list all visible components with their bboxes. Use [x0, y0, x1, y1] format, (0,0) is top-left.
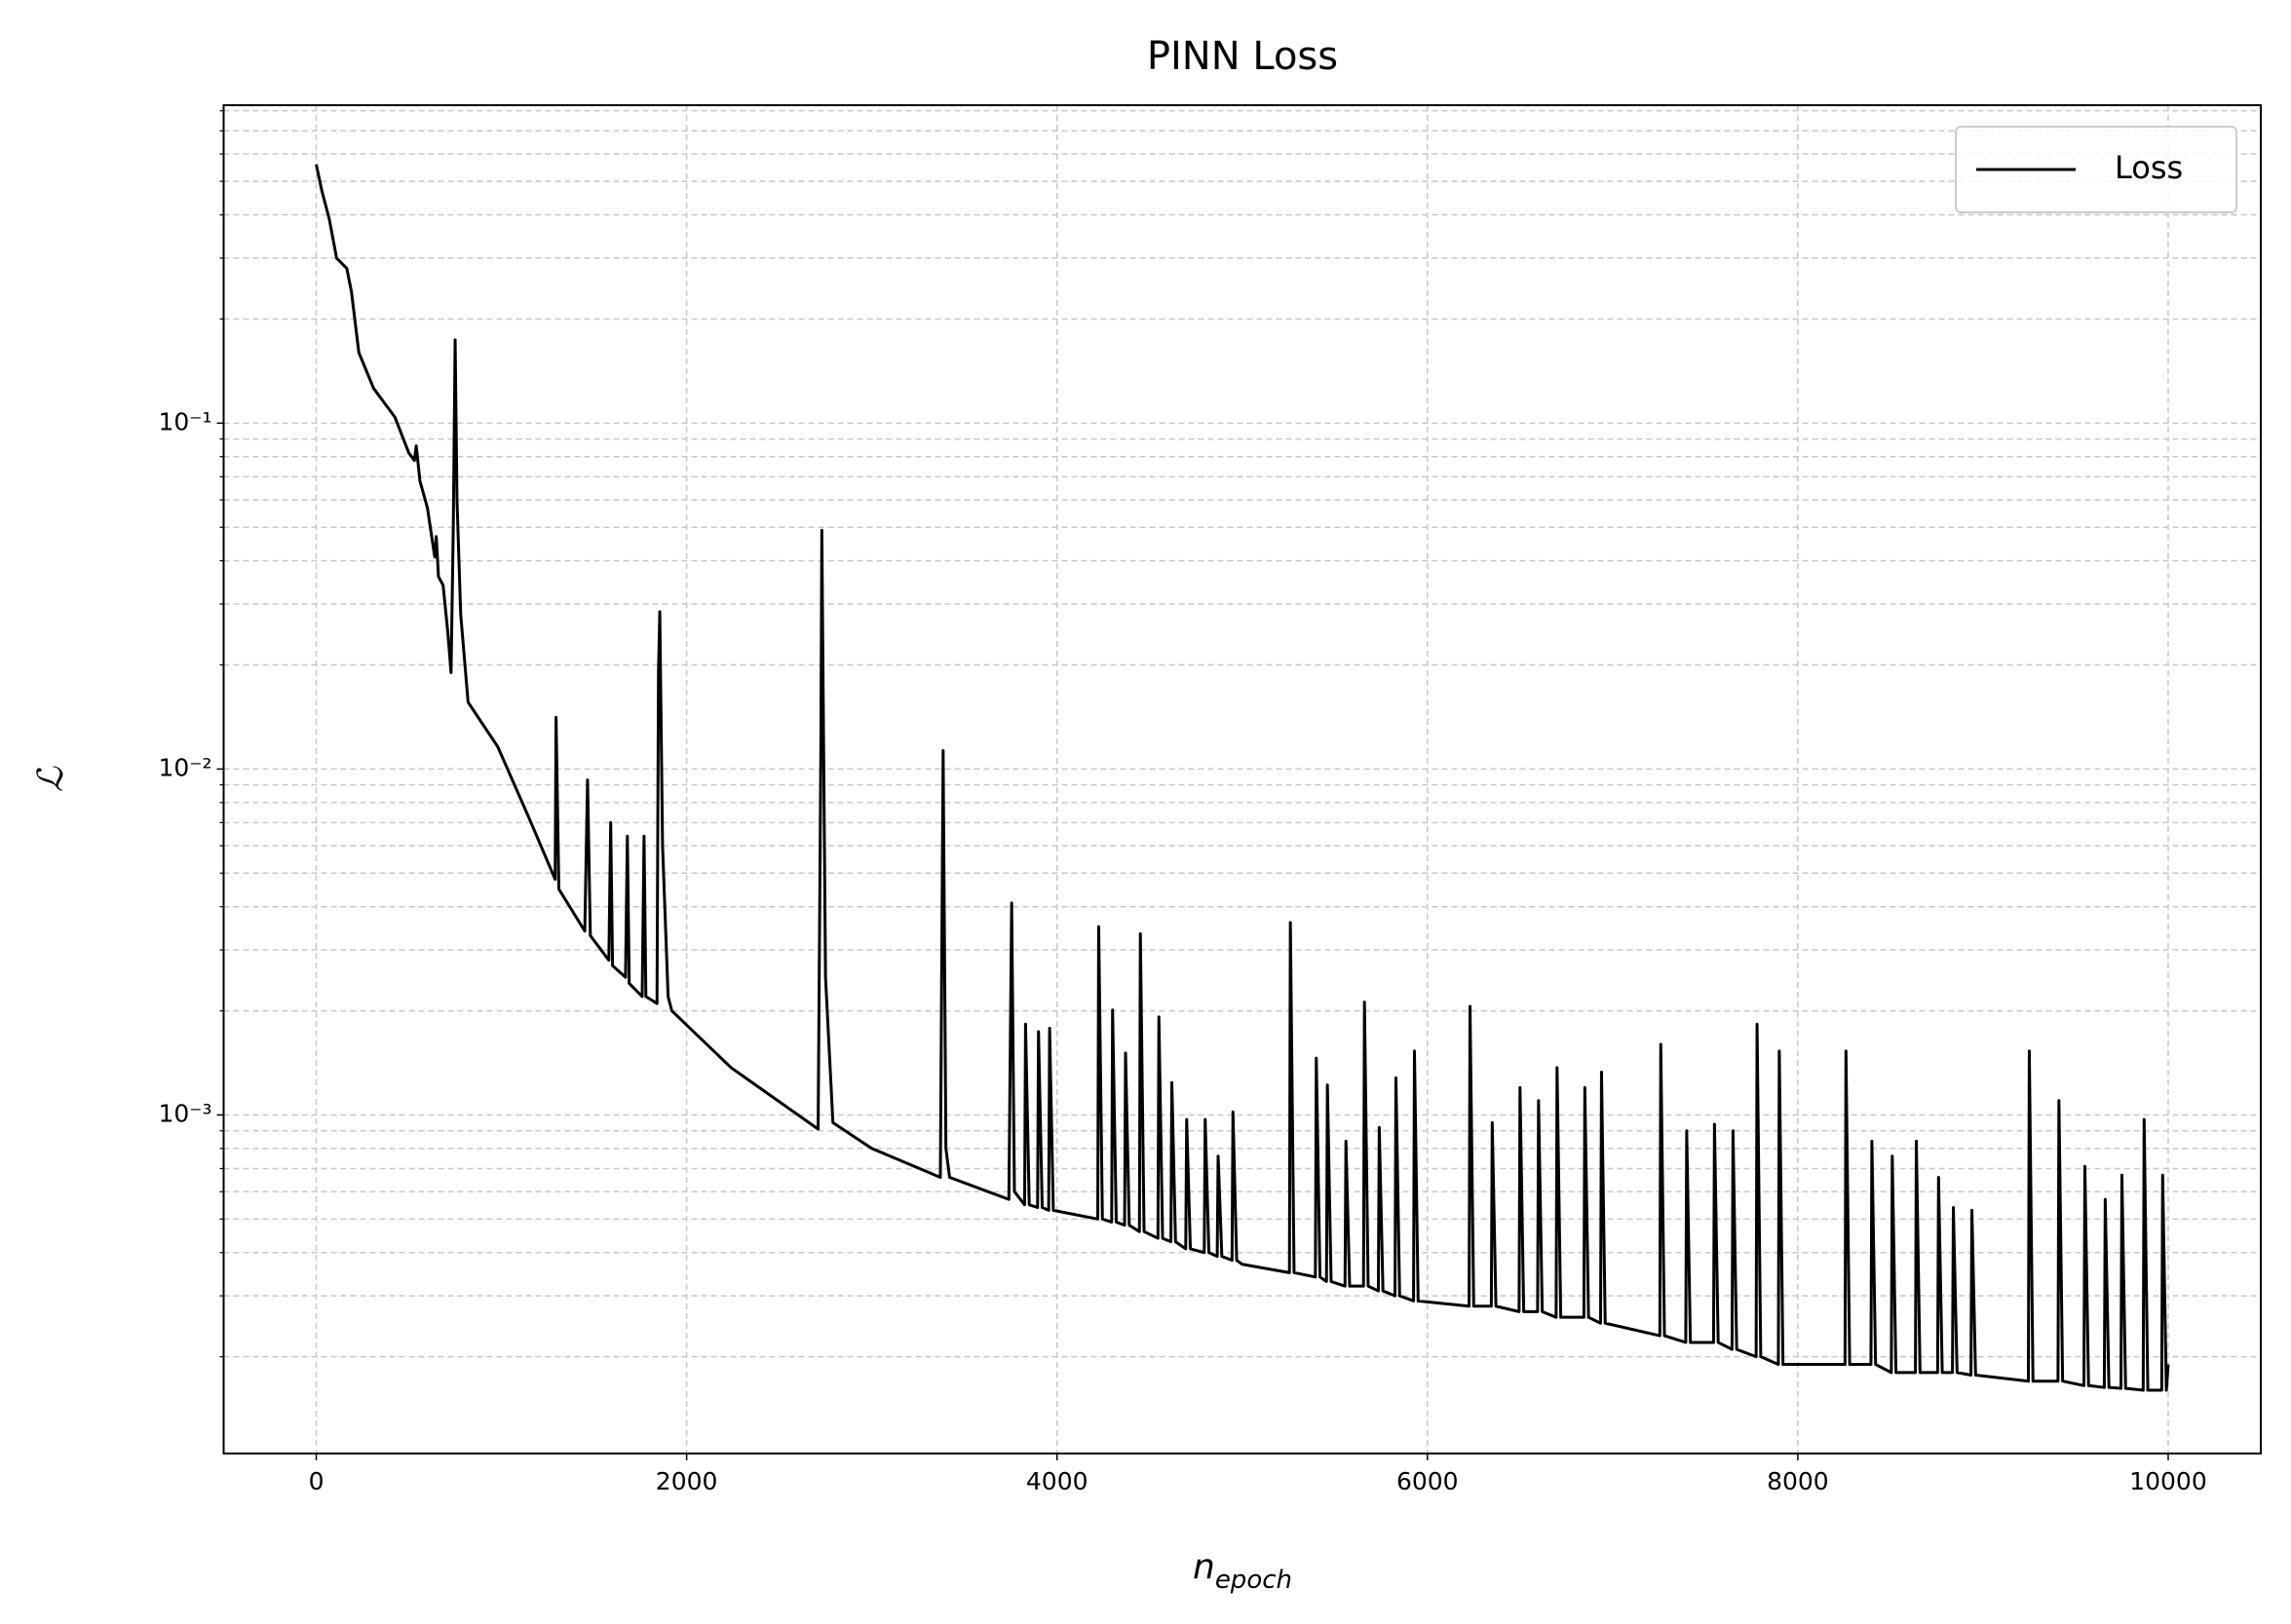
y-tick-label: 10⁻¹	[158, 407, 211, 435]
x-tick-label: 4000	[1026, 1467, 1088, 1495]
y-tick-label: 10⁻³	[158, 1099, 211, 1127]
x-label-base: n	[1193, 1547, 1215, 1587]
legend-label: Loss	[2115, 149, 2183, 186]
loss-line	[315, 164, 2170, 1392]
x-tick-label: 8000	[1767, 1467, 1829, 1495]
y-axis-label: ℒ	[31, 766, 71, 792]
plot-frame	[222, 104, 2262, 1454]
y-tick-label: 10⁻²	[158, 753, 211, 781]
grid	[223, 105, 2261, 1454]
chart-title: PINN Loss	[1147, 34, 1338, 79]
x-tick-label: 6000	[1396, 1467, 1459, 1495]
legend-box	[1955, 126, 2237, 213]
x-tick-label: 0	[309, 1467, 325, 1495]
x-tick-label: 10000	[2129, 1467, 2207, 1495]
x-label-sub: epoch	[1215, 1566, 1292, 1595]
x-axis-label: nepoch	[1193, 1547, 1292, 1595]
x-tick-label: 2000	[656, 1467, 718, 1495]
